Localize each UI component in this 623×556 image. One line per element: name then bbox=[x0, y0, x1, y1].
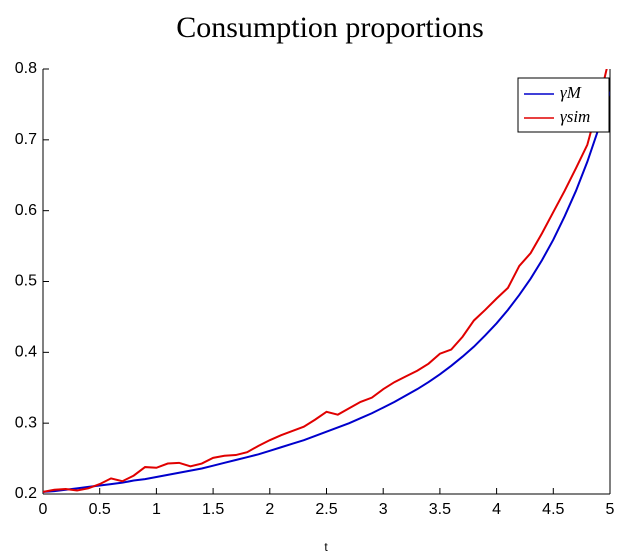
x-tick-label: 3 bbox=[379, 501, 388, 518]
legend-label: γsim bbox=[560, 107, 590, 126]
x-tick-label: 0.5 bbox=[89, 501, 111, 518]
legend-label: γM bbox=[560, 83, 582, 102]
data-line bbox=[43, 69, 608, 493]
x-axis-label: t bbox=[324, 540, 328, 554]
x-tick-label: 1.5 bbox=[202, 501, 224, 518]
x-tick-label: 1 bbox=[152, 501, 161, 518]
y-tick-label: 0.7 bbox=[15, 131, 37, 148]
x-tick-label: 4 bbox=[492, 501, 501, 518]
y-tick-label: 0.2 bbox=[15, 485, 37, 502]
x-tick-label: 2 bbox=[265, 501, 274, 518]
y-tick-label: 0.6 bbox=[15, 202, 37, 219]
y-tick-label: 0.3 bbox=[15, 414, 37, 431]
y-tick-label: 0.5 bbox=[15, 273, 37, 290]
x-tick-label: 5 bbox=[606, 501, 615, 518]
y-tick-label: 0.4 bbox=[15, 344, 37, 361]
x-tick-label: 3.5 bbox=[429, 501, 451, 518]
y-tick-label: 0.8 bbox=[15, 60, 37, 77]
x-tick-label: 4.5 bbox=[542, 501, 564, 518]
chart-title: Consumption proportions bbox=[176, 11, 484, 44]
x-tick-label: 2.5 bbox=[315, 501, 337, 518]
legend-box bbox=[517, 77, 610, 133]
x-tick-label: 0 bbox=[39, 501, 48, 518]
data-line bbox=[43, 91, 610, 493]
